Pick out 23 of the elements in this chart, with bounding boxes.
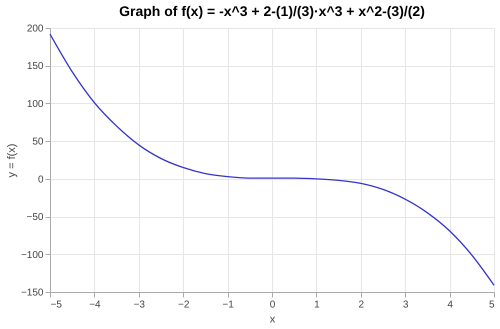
x-tick-label: 0: [270, 300, 276, 310]
x-tick-label: 3: [402, 300, 409, 310]
y-tick-label: −150: [20, 288, 44, 298]
line-series: [49, 33, 495, 286]
y-tick-label: 100: [26, 98, 44, 110]
x-tick-label: −4: [89, 300, 102, 310]
y-tick-label: 200: [26, 24, 44, 34]
y-tick-label: −100: [20, 250, 44, 261]
x-tick-label: −1: [222, 300, 234, 310]
x-tick-label: 5: [488, 300, 495, 310]
chart-title: Graph of f(x) = -x^3 + 2-(1)/(3)·x^3 + x^2-(3)/(2): [119, 3, 425, 19]
y-axis-title: y = f(x): [6, 144, 18, 178]
x-tick-label: 1: [314, 300, 320, 310]
y-tick-label: 50: [32, 136, 44, 148]
x-tick-label: −5: [50, 300, 62, 310]
x-tick-label: 4: [447, 300, 454, 310]
y-tick-label: 150: [26, 61, 44, 72]
y-tick-label: −50: [26, 212, 44, 224]
x-axis-title: x: [270, 314, 276, 326]
x-tick-label: −3: [134, 300, 146, 310]
x-tick-label: −2: [178, 300, 190, 310]
x-tick-label: 2: [358, 300, 365, 310]
y-tick-label: 0: [38, 174, 44, 186]
